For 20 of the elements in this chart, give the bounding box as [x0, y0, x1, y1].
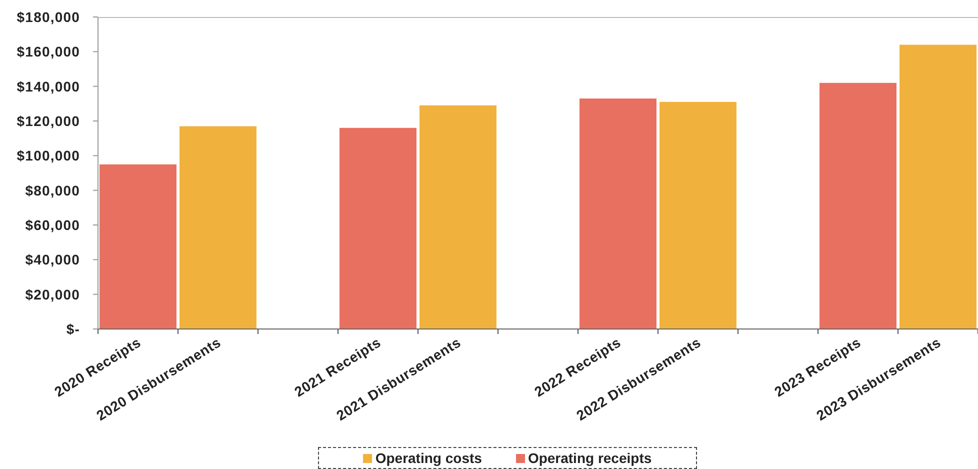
y-tick-label: $-: [66, 320, 80, 337]
bar: [180, 126, 256, 329]
bar: [420, 105, 496, 329]
y-tick-label: $140,000: [16, 78, 80, 94]
y-tick-label: $160,000: [16, 44, 80, 60]
bar: [580, 98, 656, 329]
legend-label: Operating receipts: [528, 450, 652, 466]
y-tick-label: $80,000: [25, 182, 80, 198]
bar: [660, 102, 736, 329]
y-tick-label: $120,000: [16, 112, 80, 129]
legend-label: Operating costs: [375, 450, 482, 466]
bar: [340, 128, 416, 329]
y-tick-label: $100,000: [16, 148, 80, 164]
y-tick-label: $20,000: [25, 286, 80, 302]
bar: [100, 164, 176, 329]
y-tick-label: $60,000: [25, 216, 80, 233]
bar: [820, 82, 896, 329]
y-tick-label: $40,000: [25, 252, 80, 268]
y-tick-label: $180,000: [16, 8, 80, 25]
bar: [900, 44, 976, 329]
